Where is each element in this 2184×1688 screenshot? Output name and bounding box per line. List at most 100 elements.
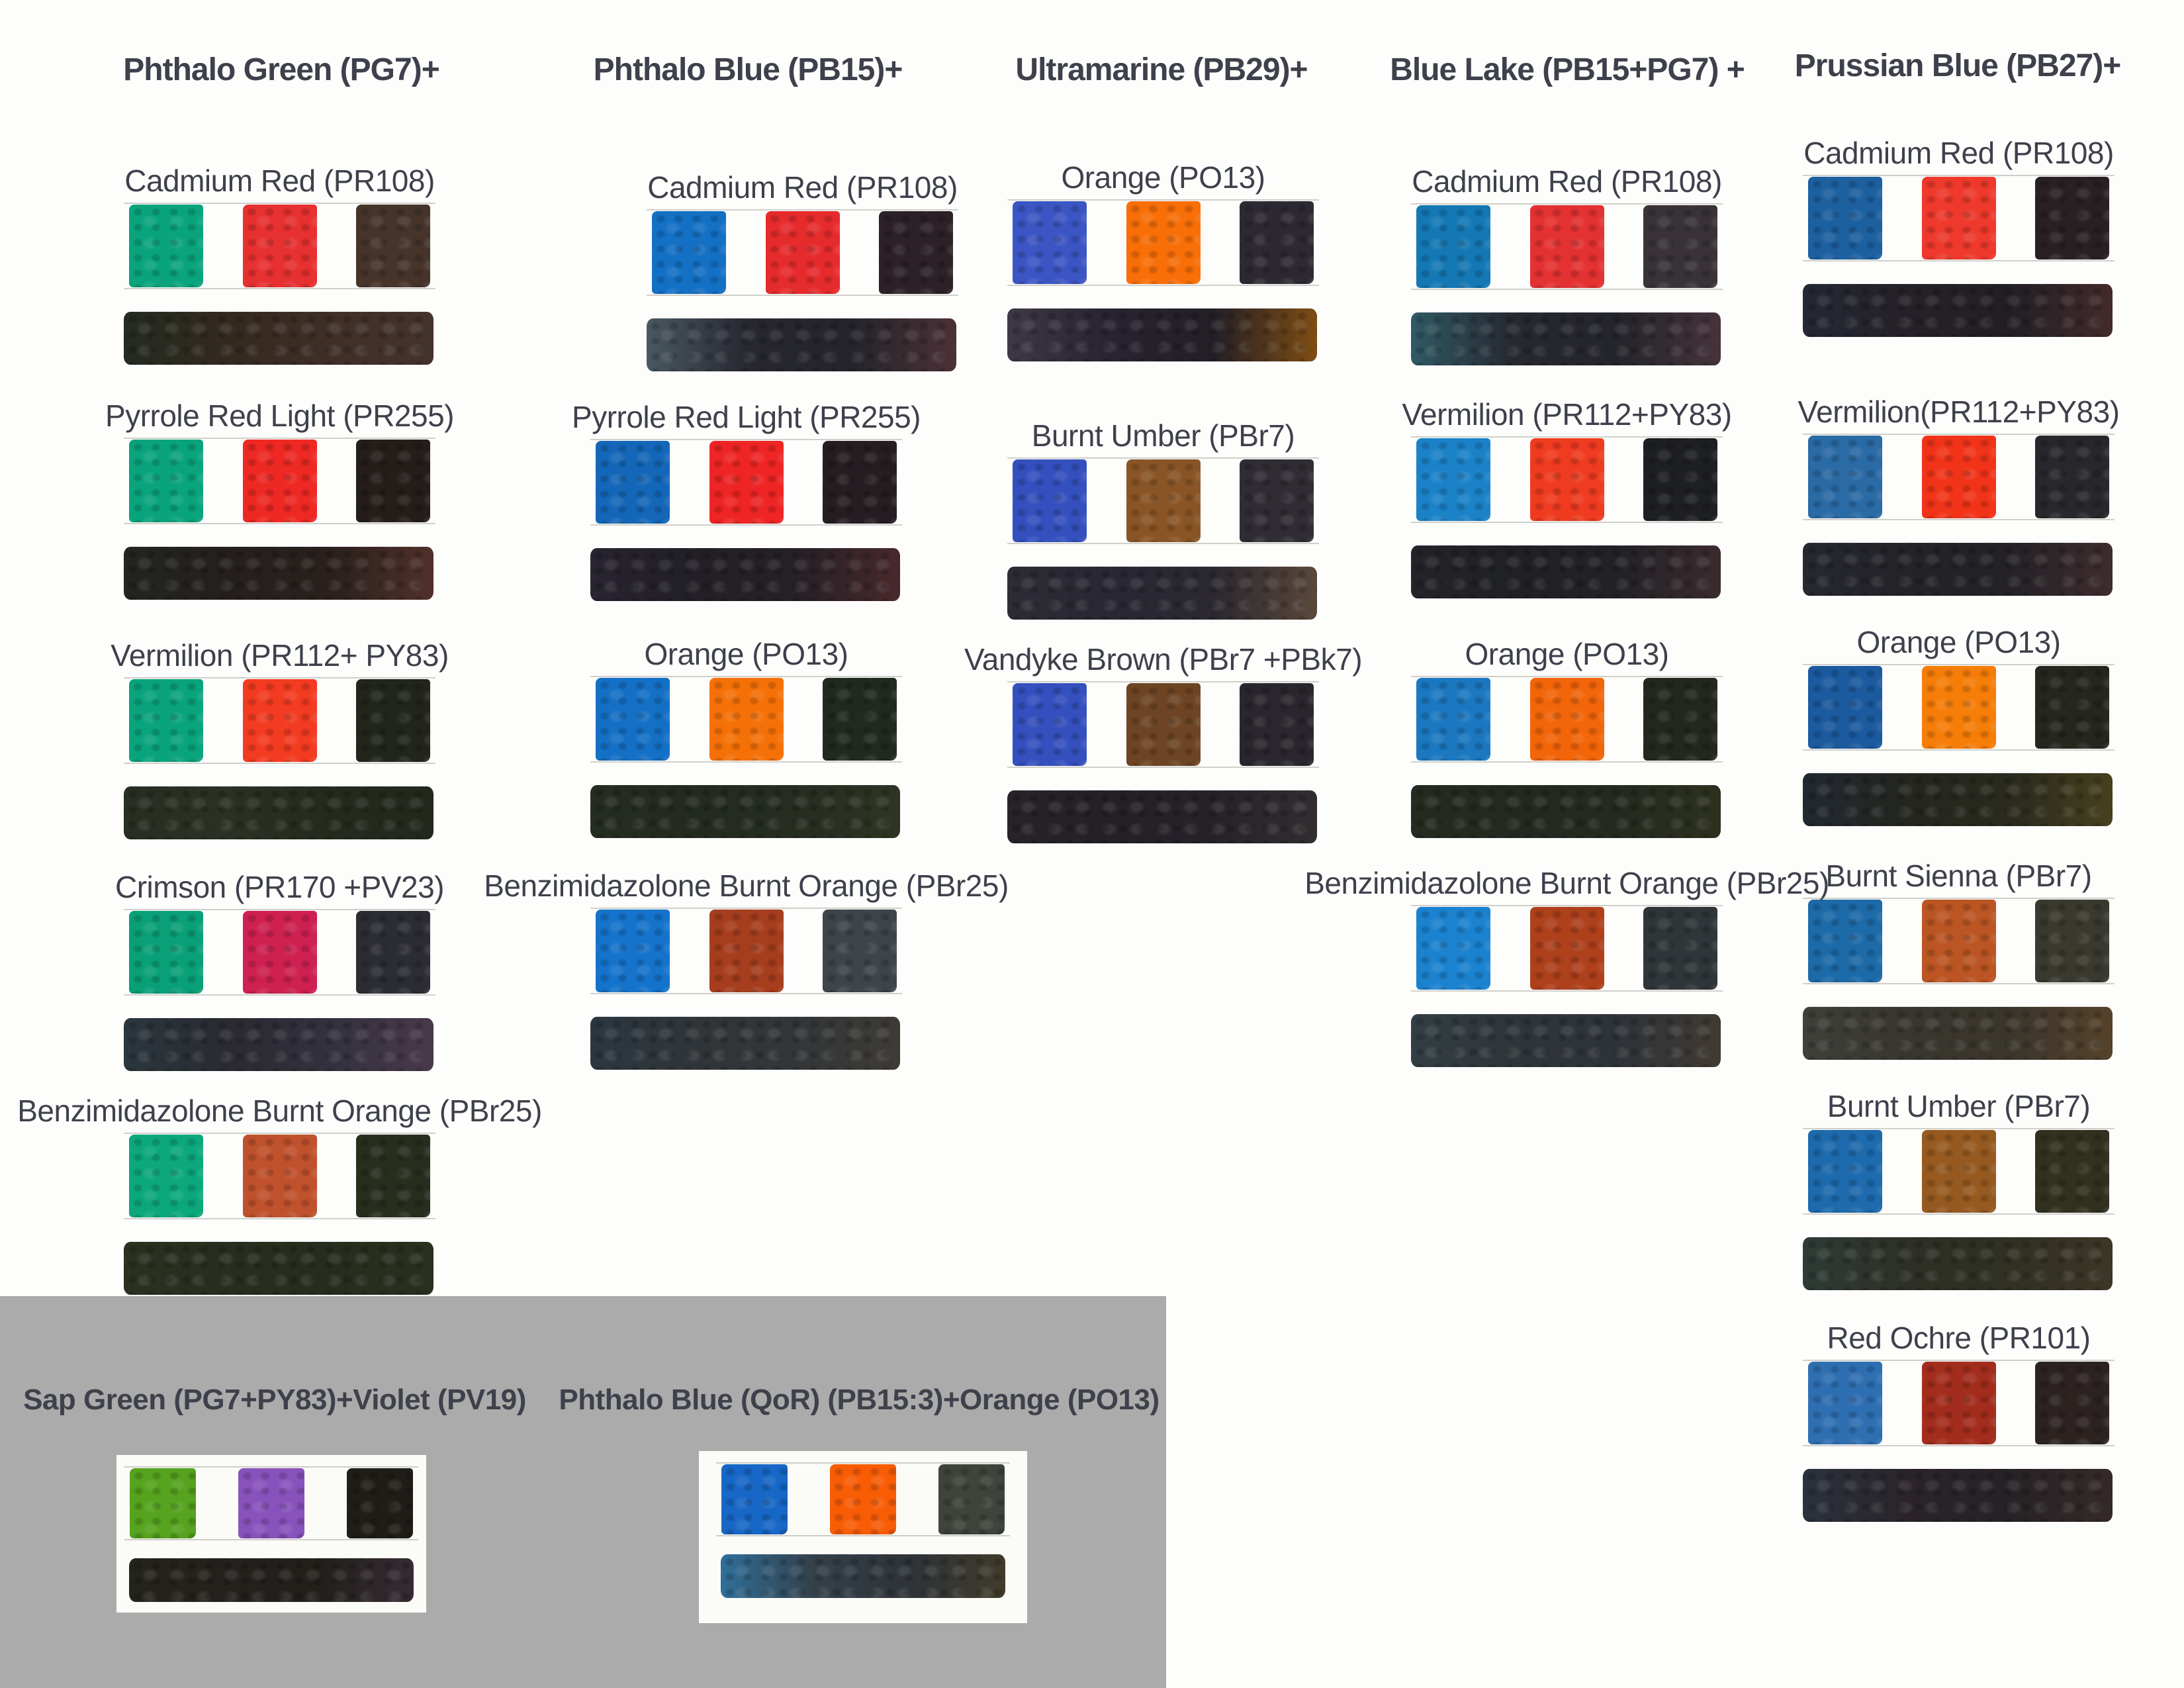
mix-result-swatch — [823, 441, 897, 524]
pigment-a-swatch — [596, 910, 670, 992]
pigment-a-swatch — [721, 1464, 788, 1534]
gradient-mix-bar — [721, 1554, 1005, 1598]
pigment-b-swatch — [1529, 907, 1604, 990]
entry-label: Pyrrole Red Light (PR255) — [572, 400, 921, 434]
mix-entry: Benzimidazolone Burnt Orange (PBr25) — [484, 867, 1009, 1074]
pigment-b-swatch — [1921, 177, 1996, 259]
mix-entry: Burnt Sienna (PBr7) — [1803, 857, 2115, 1064]
entry-label: Burnt Sienna (PBr7) — [1825, 859, 2092, 893]
mix-result-swatch — [1643, 678, 1717, 761]
mix-result-swatch — [2035, 436, 2109, 518]
gradient-mix-bar — [647, 318, 956, 371]
column-header-ultramarine: Ultramarine (PB29)+ — [1015, 52, 1308, 87]
gradient-mix-bar — [1007, 308, 1317, 361]
mix-result-swatch — [879, 211, 953, 294]
gradient-mix-bar — [124, 547, 433, 600]
entry-label: Cadmium Red (PR108) — [124, 164, 435, 198]
pigment-b-swatch — [242, 911, 317, 994]
gradient-mix-bar — [129, 1558, 414, 1602]
pigment-b-swatch — [242, 205, 317, 287]
pigment-a-swatch — [129, 1135, 203, 1217]
gradient-mix-bar — [1007, 790, 1317, 843]
swatch-row — [124, 909, 435, 996]
pigment-a-swatch — [1808, 1362, 1882, 1444]
gradient-mix-bar — [1411, 545, 1721, 598]
gradient-mix-bar — [1803, 1469, 2113, 1522]
pigment-b-swatch — [1529, 678, 1604, 761]
pigment-a-swatch — [1416, 438, 1490, 521]
mix-result-swatch — [2035, 1130, 2109, 1213]
swatch-row — [1007, 457, 1319, 544]
swatch-row — [124, 1133, 435, 1219]
pigment-a-swatch — [129, 679, 203, 762]
mix-entry: Pyrrole Red Light (PR255) — [105, 397, 454, 604]
mix-entry: Burnt Umber (PBr7) — [1803, 1088, 2115, 1294]
pigment-b-swatch — [709, 441, 784, 524]
mix-result-swatch — [347, 1468, 413, 1538]
pigment-a-swatch — [1808, 900, 1882, 982]
mix-result-swatch — [1240, 683, 1314, 766]
pigment-a-swatch — [1416, 205, 1490, 288]
entry-label: Cadmium Red (PR108) — [1412, 164, 1722, 199]
entry-label: Benzimidazolone Burnt Orange (PBr25) — [17, 1094, 542, 1128]
pigment-a-swatch — [1013, 459, 1087, 542]
pigment-b-swatch — [1921, 1362, 1996, 1444]
mix-entry: Cadmium Red (PR108) — [1803, 134, 2115, 341]
pigment-a-swatch — [129, 205, 203, 287]
pigment-a-swatch — [596, 678, 670, 761]
swatch-row — [590, 676, 902, 763]
entry-label: Cadmium Red (PR108) — [647, 170, 958, 205]
gradient-mix-bar — [1803, 773, 2113, 826]
swatch-row — [716, 1462, 1010, 1536]
swatch-row — [1411, 436, 1723, 523]
mix-result-swatch — [356, 440, 430, 522]
mix-entry: Orange (PO13) — [1007, 159, 1319, 365]
swatch-row — [1007, 199, 1319, 286]
gradient-mix-bar — [124, 1018, 433, 1071]
column-header-phthalo-blue: Phthalo Blue (PB15)+ — [593, 52, 903, 87]
pigment-b-swatch — [709, 910, 784, 992]
mix-entry: Red Ochre (PR101) — [1803, 1319, 2115, 1526]
entry-label: Orange (PO13) — [644, 637, 848, 671]
entry-label: Vermilion (PR112+PY83) — [1402, 397, 1732, 432]
entry-label: Benzimidazolone Burnt Orange (PBr25) — [1304, 866, 1829, 900]
swatch-row — [1411, 203, 1723, 290]
pigment-b-swatch — [1126, 683, 1201, 766]
mix-entry: Cadmium Red (PR108) — [1411, 163, 1723, 369]
entry-label: Orange (PO13) — [1856, 625, 2061, 659]
entry-label: Vermilion (PR112+ PY83) — [111, 638, 449, 673]
mix-result-swatch — [2035, 900, 2109, 982]
mix-entry: Orange (PO13) — [1803, 624, 2115, 830]
swatch-row — [590, 908, 902, 994]
pigment-a-swatch — [596, 441, 670, 524]
entry-label: Crimson (PR170 +PV23) — [115, 870, 444, 904]
gradient-mix-bar — [590, 785, 900, 838]
swatch-row — [124, 203, 435, 289]
pigment-b-swatch — [1921, 1130, 1996, 1213]
mix-result-swatch — [2035, 666, 2109, 749]
panel-item-label: Sap Green (PG7+PY83)+Violet (PV19) — [23, 1383, 526, 1416]
pigment-b-swatch — [242, 1135, 317, 1217]
swatch-row — [1803, 434, 2115, 520]
pigment-a-swatch — [129, 911, 203, 994]
entry-label: Vermilion(PR112+PY83) — [1797, 395, 2120, 429]
entry-label: Orange (PO13) — [1465, 637, 1669, 671]
mix-entry: Cadmium Red (PR108) — [647, 169, 958, 375]
pigment-b-swatch — [1126, 459, 1201, 542]
mix-entry: Orange (PO13) — [1411, 635, 1723, 842]
swatch-row — [1803, 664, 2115, 751]
mix-entry: Benzimidazolone Burnt Orange (PBr25) — [17, 1092, 542, 1299]
mix-entry: Pyrrole Red Light (PR255) — [572, 399, 921, 605]
pigment-b-swatch — [765, 211, 840, 294]
entry-label: Vandyke Brown (PBr7 +PBk7) — [964, 642, 1363, 677]
mix-entry: Vermilion(PR112+PY83) — [1798, 393, 2120, 600]
swatch-row — [1803, 175, 2115, 261]
swatch-row — [1411, 676, 1723, 763]
pigment-a-swatch — [130, 1468, 196, 1538]
gradient-mix-bar — [124, 312, 433, 365]
gradient-mix-bar — [1803, 543, 2113, 596]
pigment-a-swatch — [1013, 201, 1087, 284]
swatch-row — [124, 677, 435, 764]
entry-label: Orange (PO13) — [1061, 160, 1265, 195]
mix-result-swatch — [1643, 438, 1717, 521]
